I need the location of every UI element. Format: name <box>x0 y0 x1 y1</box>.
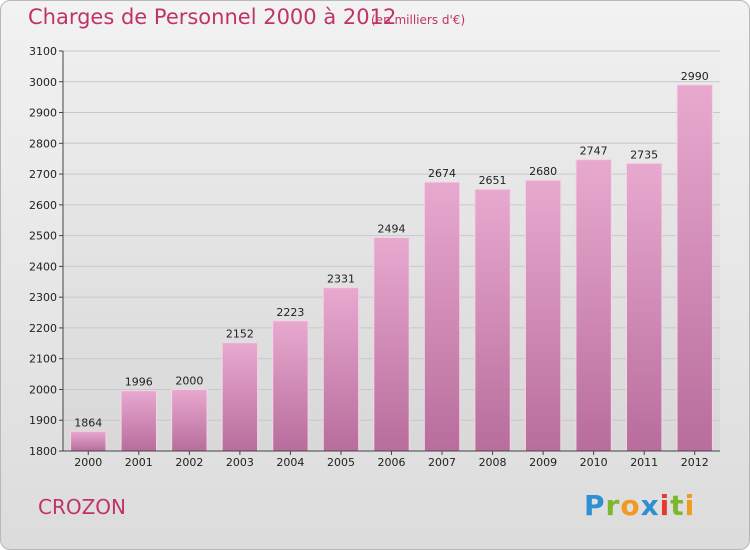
logo-letter: t <box>670 489 685 522</box>
value-label: 2747 <box>580 145 608 158</box>
chart-subtitle: (en milliers d'€) <box>371 13 466 27</box>
x-tick-label: 2001 <box>125 456 153 469</box>
x-tick-label: 2006 <box>378 456 406 469</box>
x-tick-label: 2008 <box>479 456 507 469</box>
y-tick-label: 3100 <box>29 45 57 58</box>
value-label: 2494 <box>378 222 406 235</box>
value-label: 2223 <box>276 306 304 319</box>
bar-2009 <box>524 179 562 452</box>
x-tick-label: 2010 <box>580 456 608 469</box>
logo-letter: r <box>605 489 621 522</box>
x-tick-label: 2011 <box>630 456 658 469</box>
x-tick-label: 2005 <box>327 456 355 469</box>
bar-2008 <box>474 188 511 452</box>
value-label: 2331 <box>327 273 355 286</box>
value-label: 2680 <box>529 165 557 178</box>
bar-2011 <box>626 162 663 452</box>
bar-2010 <box>575 159 612 452</box>
value-label: 2735 <box>630 148 658 161</box>
y-tick-label: 3000 <box>29 76 57 89</box>
value-label: 2000 <box>175 374 203 387</box>
y-tick-label: 2300 <box>29 291 57 304</box>
logo-letter: i <box>659 489 671 522</box>
bar-2007 <box>423 181 461 452</box>
bar-2000 <box>70 430 107 452</box>
proxiti-logo: Proxiti <box>584 489 695 522</box>
value-label: 2152 <box>226 328 254 341</box>
bar-2006 <box>373 236 410 452</box>
y-tick-label: 2500 <box>29 230 57 243</box>
bar-2004 <box>272 320 309 452</box>
x-tick-label: 2007 <box>428 456 456 469</box>
x-tick-label: 2004 <box>276 456 304 469</box>
x-tick-label: 2000 <box>74 456 102 469</box>
bar-2002 <box>171 388 208 452</box>
bar-2012 <box>676 84 713 452</box>
value-label: 2990 <box>681 70 709 83</box>
bar-2003 <box>221 342 259 452</box>
y-tick-label: 2900 <box>29 107 57 120</box>
bar-2005 <box>322 287 360 452</box>
y-tick-label: 2200 <box>29 322 57 335</box>
y-tick-label: 2800 <box>29 137 57 150</box>
value-label: 1996 <box>125 376 153 389</box>
logo-letter: P <box>584 489 606 522</box>
x-tick-label: 2003 <box>226 456 254 469</box>
city-name: CROZON <box>38 495 127 519</box>
logo-letter: x <box>640 489 660 522</box>
value-label: 1864 <box>74 416 102 429</box>
x-tick-label: 2012 <box>681 456 709 469</box>
value-label: 2674 <box>428 167 456 180</box>
y-tick-label: 2100 <box>29 353 57 366</box>
y-tick-label: 1800 <box>29 445 57 458</box>
y-tick-label: 2600 <box>29 199 57 212</box>
chart-title: Charges de Personnel 2000 à 2012 <box>28 5 397 29</box>
y-tick-label: 1900 <box>29 414 57 427</box>
logo-letter: o <box>620 489 641 522</box>
logo-letter: i <box>684 489 696 522</box>
x-tick-label: 2002 <box>175 456 203 469</box>
bar-2001 <box>120 390 157 452</box>
value-label: 2651 <box>479 174 507 187</box>
y-tick-label: 2400 <box>29 260 57 273</box>
x-tick-label: 2009 <box>529 456 557 469</box>
y-tick-label: 2000 <box>29 383 57 396</box>
y-tick-label: 2700 <box>29 168 57 181</box>
